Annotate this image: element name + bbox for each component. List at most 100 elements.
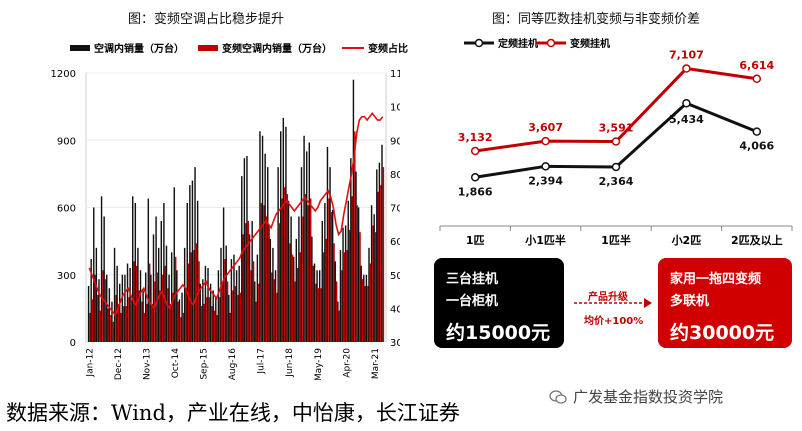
- bar-total-sales: [290, 216, 292, 342]
- bar-inverter-sales: [211, 306, 213, 342]
- bar-inverter-sales: [294, 281, 296, 342]
- legend-fixed: 定频挂机: [464, 35, 538, 50]
- bar-inverter-sales: [310, 198, 312, 342]
- bar-inverter-sales: [154, 281, 156, 342]
- bar-total-sales: [311, 236, 313, 342]
- right-chart-svg: 1匹 小1匹半 1匹半 小2匹 2匹及以上 1,866 2,394 2,364 5,434 4,0…: [439, 49, 793, 247]
- bar-inverter-sales: [125, 306, 128, 342]
- x-tick-label: Dec-12: [114, 348, 124, 380]
- x-category-label: 2匹及以上: [731, 233, 783, 247]
- bar-inverter-sales: [128, 297, 130, 342]
- bar-total-sales: [272, 247, 274, 342]
- data-point: [470, 146, 480, 156]
- bar-total-sales: [220, 247, 222, 342]
- watermark-text: 广发基金指数投资学院: [573, 388, 724, 406]
- bar-total-sales: [344, 225, 347, 342]
- data-label: 7,107: [669, 49, 704, 62]
- bar-total-sales: [183, 247, 186, 342]
- x-category-label: 1匹: [466, 234, 485, 247]
- data-point: [541, 162, 550, 171]
- bar-inverter-sales: [216, 315, 218, 342]
- bar-total-sales: [217, 270, 220, 342]
- bar-inverter-sales: [271, 272, 273, 342]
- data-label: 1,866: [458, 185, 493, 198]
- bar-total-sales: [202, 279, 204, 342]
- bar-total-sales: [113, 247, 116, 342]
- y-left-tick-label: 600: [57, 204, 76, 215]
- y-right-tick-label: 80%: [390, 170, 400, 181]
- bar-total-sales: [116, 265, 118, 342]
- bar-total-sales: [139, 270, 142, 342]
- bar-inverter-sales: [289, 243, 291, 342]
- bar-inverter-sales: [335, 281, 338, 342]
- bar-total-sales: [155, 216, 157, 342]
- watermark: 广发基金指数投资学院: [549, 386, 723, 407]
- bar-inverter-sales: [182, 312, 185, 342]
- data-label: 6,614: [739, 59, 774, 72]
- bar-inverter-sales: [281, 198, 283, 342]
- bar-total-sales: [103, 216, 105, 342]
- bar-total-sales: [111, 301, 113, 342]
- bar-inverter-sales: [198, 261, 200, 342]
- bar-inverter-sales: [229, 312, 231, 342]
- bar-total-sales: [178, 299, 181, 342]
- legend-swatch-red: [198, 44, 218, 51]
- bar-total-sales: [324, 203, 326, 342]
- bar-inverter-sales: [174, 256, 177, 342]
- bar-inverter-sales: [258, 283, 260, 342]
- bar-inverter-sales: [377, 191, 379, 342]
- bar-total-sales: [339, 250, 342, 342]
- bar-total-sales: [186, 203, 188, 342]
- left-chart-svg: 1200 900 600 300 0 110% 100% 90% 80% 70% 60% 50% 40%…: [51, 69, 400, 380]
- bar-inverter-sales: [260, 203, 263, 342]
- bar-total-sales: [274, 270, 277, 342]
- bar-inverter-sales: [364, 285, 366, 342]
- bar-total-sales: [300, 167, 303, 342]
- bar-inverter-sales: [307, 205, 309, 342]
- bar-total-sales: [132, 196, 134, 342]
- bar-inverter-sales: [367, 285, 369, 342]
- bar-inverter-sales: [107, 308, 109, 342]
- bar-total-sales: [269, 238, 272, 342]
- bar-inverter-sales: [89, 312, 91, 342]
- bar-inverter-sales: [268, 225, 270, 342]
- bar-inverter-sales: [193, 250, 195, 342]
- legend-total-sales-label: 空调内销量（万台）: [94, 44, 184, 55]
- bar-inverter-sales: [177, 301, 180, 342]
- bar-inverter-sales: [115, 294, 117, 342]
- bar-total-sales: [235, 270, 238, 342]
- y-right-tick-label: 30%: [390, 338, 400, 349]
- data-label: 3,607: [528, 121, 563, 134]
- bar-total-sales: [163, 203, 165, 342]
- bar-inverter-sales: [351, 196, 353, 342]
- right-chart-title: 图：同等匹数挂机变频与非变频价差: [492, 12, 701, 27]
- bar-inverter-sales: [359, 232, 361, 342]
- bar-inverter-sales: [346, 250, 348, 342]
- bar-inverter-sales: [297, 268, 299, 342]
- bar-total-sales: [368, 247, 370, 342]
- legend-swatch-line: [342, 46, 364, 49]
- bar-total-sales: [194, 167, 196, 342]
- bar-inverter-sales: [94, 274, 96, 342]
- bar-total-sales: [98, 279, 100, 342]
- bar-total-sales: [134, 203, 137, 342]
- bar-total-sales: [246, 155, 248, 342]
- bar-inverter-sales: [143, 312, 146, 342]
- bar-inverter-sales: [234, 285, 237, 342]
- bar-total-sales: [370, 205, 373, 342]
- bar-total-sales: [241, 176, 243, 342]
- bar-total-sales: [87, 285, 90, 342]
- bar-inverter-sales: [333, 243, 335, 342]
- bar-inverter-sales: [284, 187, 286, 342]
- bar-total-sales: [303, 135, 305, 342]
- bar-total-sales: [228, 294, 230, 342]
- bar-inverter-sales: [224, 259, 226, 342]
- bar-inverter-sales: [273, 279, 276, 342]
- x-tick-label: Jul-17: [257, 348, 267, 375]
- bar-inverter-sales: [123, 306, 125, 342]
- bar-inverter-sales: [242, 234, 244, 342]
- bar-total-sales: [152, 234, 155, 342]
- bar-total-sales: [251, 220, 253, 342]
- bar-total-sales: [173, 187, 175, 342]
- bar-inverter-sales: [156, 272, 159, 342]
